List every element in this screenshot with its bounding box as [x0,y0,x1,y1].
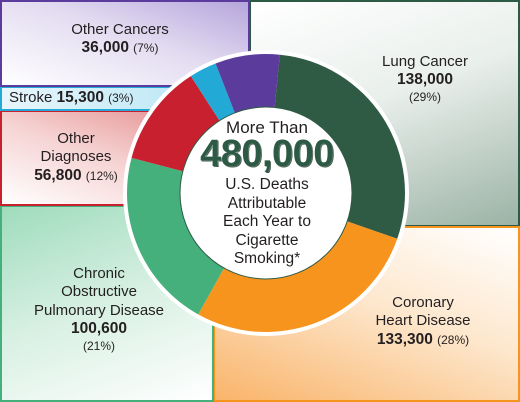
center-total: 480,000 [200,133,334,175]
slice-label: Stroke [9,89,53,106]
slice-percent: (7%) [133,41,159,56]
center-caption: U.S. Deaths Attributable Each Year to Ci… [188,176,346,269]
slice-value: 100,600 [70,319,128,337]
chd-label-block: Coronary Heart Disease 133,300 (28%) [340,294,506,350]
slice-percent: (28%) [437,332,470,347]
donut-slice-other-cancers [215,54,280,113]
donut-slices [127,54,405,332]
slice-percent: (29%) [408,90,441,105]
lung-cancer-label-block: Lung Cancer 138,000 (29%) [360,53,490,105]
slice-value: 56,800 [34,166,82,184]
donut-slice-chronic-obstructive-pulmonary-disease [127,157,225,315]
center-caption-line: Smoking* [233,250,301,268]
donut-slice-lung-cancer [274,54,405,239]
center-caption-line: Attributable [227,194,307,212]
slice-label: Other Cancers [71,21,169,38]
slice-label: Diagnoses [40,148,112,166]
slice-percent: (21%) [82,338,115,353]
copd-label-block: Chronic Obstructive Pulmonary Disease 10… [4,265,194,353]
slice-value: 133,300 [376,330,433,348]
center-caption-line: Each Year to [223,213,311,231]
slice-label: Chronic [73,265,125,282]
donut-slice-coronary-heart-disease [198,221,398,332]
stroke-label-block: Stroke 15,300 (3%) [9,89,133,108]
slice-percent: (12%) [85,168,118,183]
center-caption-line: Cigarette [235,231,299,249]
slice-label: Pulmonary Disease [33,301,165,319]
slice-value: 15,300 [56,89,104,106]
slice-value: 36,000 [81,39,129,57]
slice-label: Coronary [392,294,454,311]
slice-value: 138,000 [396,71,454,89]
donut-slice-stroke [190,63,235,121]
slice-percent: (3%) [108,91,134,105]
other-cancers-label-block: Other Cancers 36,000 (7%) [30,21,210,58]
center-intro: More Than [226,118,308,137]
center-caption-line: U.S. Deaths [225,176,309,193]
slice-label: Heart Disease [375,312,471,330]
donut-slice-other-diagnoses [131,76,220,172]
slice-label: Other [57,130,95,147]
slice-label: Lung Cancer [382,53,468,70]
other-diagnoses-label-block: Other Diagnoses 56,800 (12%) [10,130,142,186]
donut-hole [179,106,353,280]
slice-label: Obstructive [61,283,137,301]
